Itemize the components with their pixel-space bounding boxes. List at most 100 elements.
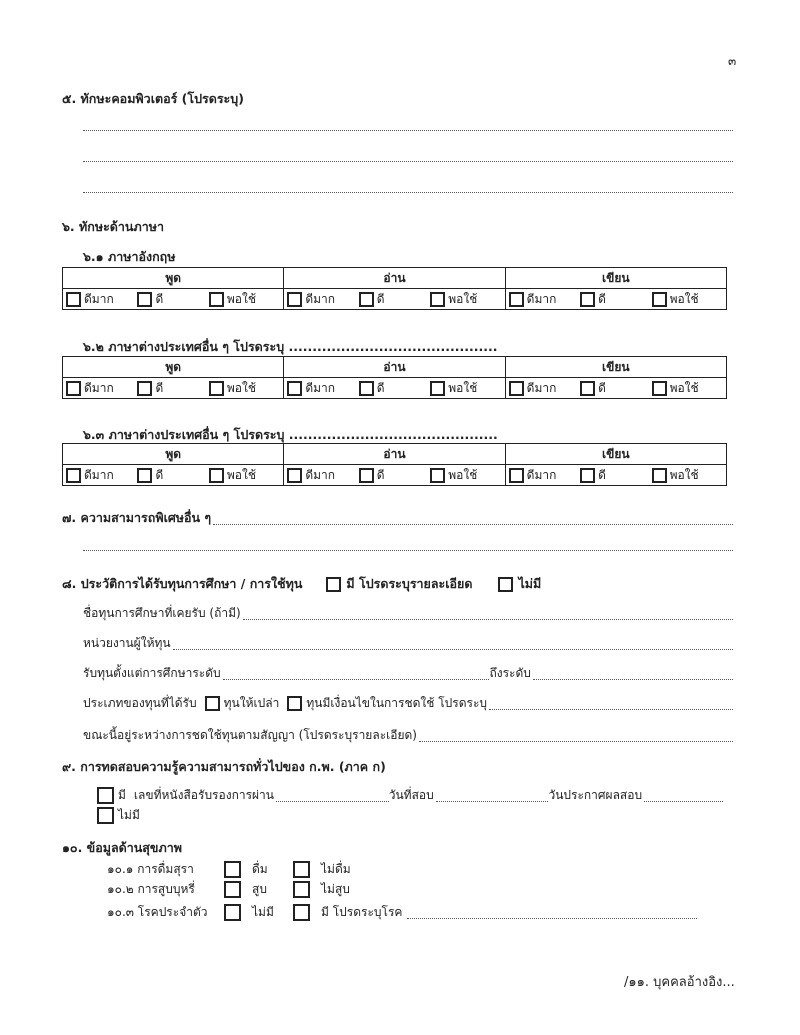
health-option-b-checkbox[interactable]	[293, 861, 310, 878]
lang1-skill1-level3-checkbox[interactable]	[208, 291, 224, 307]
scholarship-yes-checkbox[interactable]	[326, 576, 342, 592]
lang2-skill1-level1-checkbox[interactable]	[66, 380, 81, 396]
health-option-b-label: ไม่ดื่ม	[321, 862, 351, 876]
level-label: ดี	[376, 467, 385, 482]
skill-options: ดีมาก ดี พอใช้	[283, 464, 506, 486]
cert-no-label: เลขที่หนังสือรับรองการผ่าน	[133, 788, 274, 802]
scholarship-name-label: ชื่อทุนการศึกษาที่เคยรับ (ถ้ามี)	[83, 606, 241, 620]
lang3-skill2-level3-checkbox[interactable]	[430, 467, 446, 483]
lang1-skill1-level2-checkbox[interactable]	[137, 291, 153, 307]
computer-skills-line-2[interactable]	[83, 161, 733, 162]
health-option-a-checkbox[interactable]	[224, 904, 241, 921]
lang-options-row: ดีมาก ดี พอใช้ ดีมาก ดี พอใช้ ดีมาก ดี พอใช้	[61, 288, 728, 310]
grantor-row: หน่วยงานผู้ให้ทุน	[83, 634, 733, 653]
lang3-skill2-level2-checkbox[interactable]	[358, 467, 374, 483]
lang3-skill1-level3-checkbox[interactable]	[208, 467, 224, 483]
ocsc-no-checkbox[interactable]	[97, 807, 114, 824]
lang-header-row: พูด อ่าน เขียน	[61, 356, 728, 378]
health-label: ๑๐.๓ โรคประจำตัว	[107, 905, 208, 919]
disease-field[interactable]	[407, 918, 697, 919]
level-label: พอใช้	[669, 291, 699, 306]
level-label: พอใช้	[448, 467, 478, 482]
skill-header: เขียน	[504, 443, 728, 465]
level-row: รับทุนตั้งแต่การศึกษาระดับ ถึงระดับ	[83, 664, 733, 683]
lang1-skill3-level3-checkbox[interactable]	[651, 291, 667, 307]
health-option-a-label: ดื่ม	[252, 862, 268, 876]
skill-header: เขียน	[504, 267, 728, 289]
lang1-skill3-level1-checkbox[interactable]	[508, 291, 524, 307]
level-label: ดีมาก	[84, 380, 114, 395]
lang1-skill2-level3-checkbox[interactable]	[430, 291, 446, 307]
level-label: ดี	[598, 291, 606, 306]
health-label: ๑๐.๒ การสูบบุหรี่	[107, 882, 195, 896]
health-option-a-checkbox[interactable]	[224, 881, 241, 898]
skill-options: ดีมาก ดี พอใช้	[504, 288, 728, 310]
conditional-field[interactable]	[489, 709, 733, 710]
lang1-skill1-level1-checkbox[interactable]	[66, 291, 81, 307]
scholarship-no-checkbox[interactable]	[498, 576, 514, 592]
scholarship-yes-label: มี โปรดระบุรายละเอียด	[346, 576, 473, 591]
conditional-checkbox[interactable]	[287, 696, 303, 711]
special-skills-line-2[interactable]	[83, 550, 733, 551]
from-level-field[interactable]	[222, 679, 490, 680]
lang2-skill1-level2-checkbox[interactable]	[137, 380, 153, 396]
level-label: ดีมาก	[526, 380, 557, 395]
skill-header: อ่าน	[283, 356, 506, 378]
ocsc-yes-checkbox[interactable]	[97, 787, 114, 804]
page-number: ๓	[728, 54, 737, 68]
lang1-skill2-level2-checkbox[interactable]	[358, 291, 374, 307]
lang2-skill1-level3-checkbox[interactable]	[208, 380, 224, 396]
level-label: ดีมาก	[526, 467, 557, 482]
announce-date-field[interactable]	[644, 801, 723, 802]
lang2-skill3-level1-checkbox[interactable]	[508, 380, 524, 396]
computer-skills-line-1[interactable]	[83, 130, 733, 131]
section-5-title: ๕. ทักษะคอมพิวเตอร์ (โปรดระบุ)	[62, 91, 244, 106]
scholarship-name-field[interactable]	[242, 619, 733, 620]
special-skills-line-1[interactable]	[213, 524, 733, 525]
lang-table-3: พูด อ่าน เขียน ดีมาก ดี พอใช้ ดีมาก ดี พอใช้ ดีมา…	[61, 443, 728, 486]
lang3-skill1-level2-checkbox[interactable]	[137, 467, 153, 483]
grantor-label: หน่วยงานผู้ให้ทุน	[83, 636, 171, 650]
lang-options-row: ดีมาก ดี พอใช้ ดีมาก ดี พอใช้ ดีมาก ดี พอใช้	[61, 464, 728, 486]
lang3-skill1-level1-checkbox[interactable]	[66, 467, 81, 483]
level-label: ดี	[155, 467, 164, 482]
skill-options: ดีมาก ดี พอใช้	[504, 464, 728, 486]
lang3-skill3-level3-checkbox[interactable]	[651, 467, 667, 483]
skill-options: ดีมาก ดี พอใช้	[504, 377, 728, 399]
grantor-field[interactable]	[172, 649, 733, 650]
lang2-skill3-level2-checkbox[interactable]	[580, 380, 596, 396]
health-option-b-checkbox[interactable]	[293, 904, 310, 921]
skill-options: ดีมาก ดี พอใช้	[61, 288, 285, 310]
level-label: ดีมาก	[84, 467, 114, 482]
cert-no-field[interactable]	[276, 801, 389, 802]
lang2-skill2-level1-checkbox[interactable]	[287, 380, 303, 396]
announce-date-label: วันประกาศผลสอบ	[548, 788, 643, 802]
scholarship-name-row: ชื่อทุนการศึกษาที่เคยรับ (ถ้ามี)	[83, 604, 733, 623]
lang3-skill3-level2-checkbox[interactable]	[580, 467, 596, 483]
repaying-row: ขณะนี้อยู่ระหว่างการชดใช้ทุนตามสัญญา (โป…	[83, 726, 733, 745]
health-option-a-label: ไม่มี	[252, 905, 274, 919]
lang2-skill3-level3-checkbox[interactable]	[651, 380, 667, 396]
exam-date-field[interactable]	[435, 801, 549, 802]
health-option-b-checkbox[interactable]	[293, 881, 310, 898]
lang3-skill2-level1-checkbox[interactable]	[287, 467, 303, 483]
to-level-field[interactable]	[532, 679, 733, 680]
lang2-skill2-level2-checkbox[interactable]	[358, 380, 374, 396]
level-label: ดี	[598, 467, 606, 482]
level-label: ดี	[155, 291, 164, 306]
lang-header-row: พูด อ่าน เขียน	[61, 443, 728, 465]
scholarship-no-label: ไม่มี	[518, 576, 542, 591]
grant-checkbox[interactable]	[204, 696, 220, 711]
health-row: ๑๐.๑ การดื่มสุรา ดื่ม ไม่ดื่ม	[107, 860, 697, 879]
lang3-skill3-level1-checkbox[interactable]	[508, 467, 524, 483]
health-option-a-checkbox[interactable]	[224, 861, 241, 878]
repaying-field[interactable]	[418, 741, 733, 742]
skill-header: อ่าน	[283, 267, 506, 289]
computer-skills-line-3[interactable]	[83, 192, 733, 193]
lang1-skill3-level2-checkbox[interactable]	[580, 291, 596, 307]
lang2-skill2-level3-checkbox[interactable]	[430, 380, 446, 396]
section-8-header: ๘. ประวัติการได้รับทุนการศึกษา / การใช้ท…	[62, 574, 541, 594]
skill-header: พูด	[61, 356, 285, 378]
level-label: ดีมาก	[305, 467, 336, 482]
lang1-skill2-level1-checkbox[interactable]	[287, 291, 303, 307]
